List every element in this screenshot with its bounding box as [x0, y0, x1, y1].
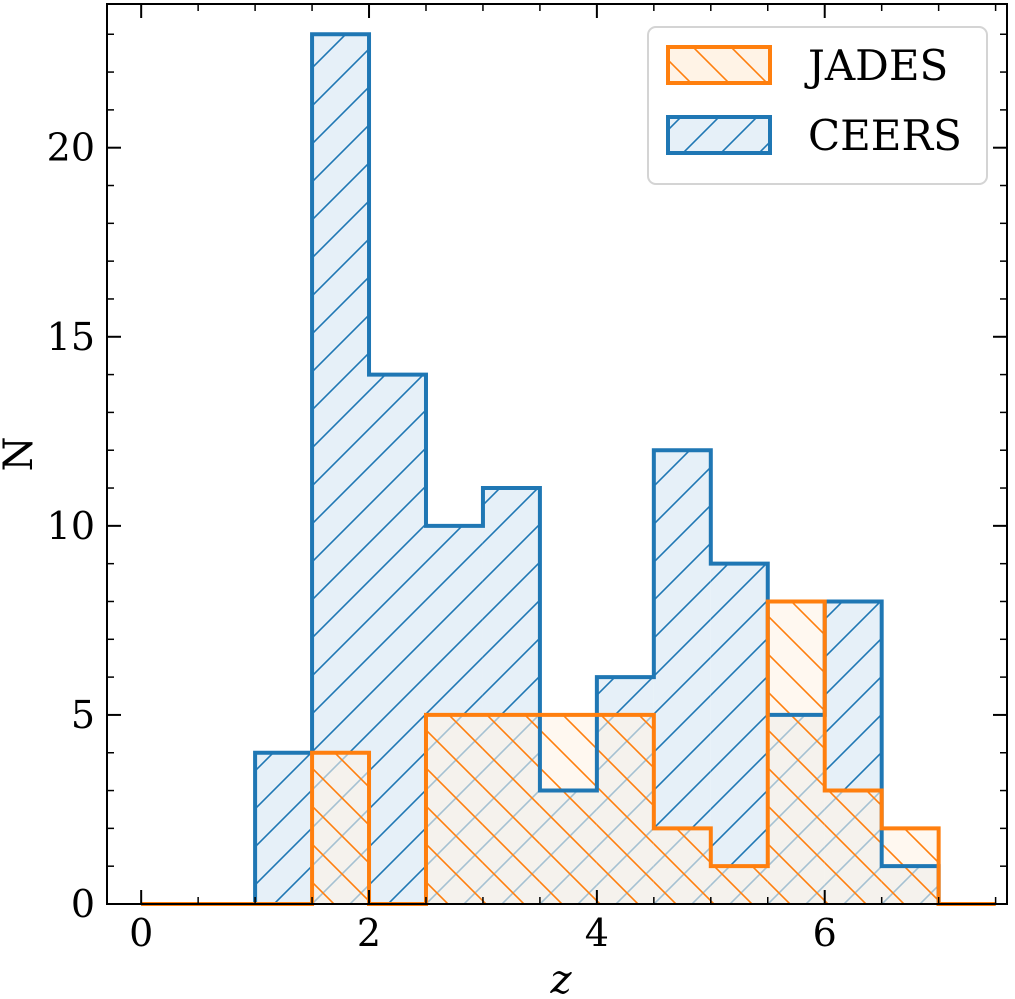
bar-jades: [596, 714, 654, 904]
bar-jades: [767, 601, 825, 904]
y-tick-label: 15: [47, 315, 95, 359]
legend-item-jades: JADES: [666, 41, 948, 90]
x-tick-label: 6: [813, 911, 837, 955]
bar-jades: [653, 828, 711, 904]
bar-jades: [312, 752, 370, 904]
y-tick-label: 0: [71, 882, 95, 926]
x-tick-label: 4: [585, 911, 609, 955]
y-tick-label: 5: [71, 693, 95, 737]
legend-item-ceers: CEERS: [666, 111, 962, 160]
bar-jades: [425, 714, 483, 904]
series-jades: [312, 601, 939, 904]
x-tick-label: 0: [129, 911, 153, 955]
bar-jades: [482, 714, 540, 904]
bar-ceers: [369, 374, 426, 904]
x-axis-label: z: [549, 957, 572, 999]
y-axis-label: N: [0, 437, 42, 472]
legend-label-ceers: CEERS: [808, 111, 962, 160]
axes-frame: [106, 3, 1008, 905]
x-tick-label: 2: [357, 911, 381, 955]
plot-area: [141, 32, 996, 906]
legend-label-jades: JADES: [804, 41, 948, 90]
bar-ceers: [255, 752, 313, 904]
legend-swatch-jades: [666, 45, 772, 85]
series-outline-jades: [141, 599, 996, 906]
legend-swatch-ceers: [666, 115, 772, 155]
bar-jades: [539, 714, 597, 904]
bar-jades: [710, 866, 768, 904]
bar-jades: [824, 790, 882, 904]
y-tick-label: 10: [47, 504, 95, 548]
axes: 0 2 4 6 0 5 10 15 20 z N: [0, 3, 1008, 999]
bar-ceers: [710, 563, 768, 904]
y-tick-label: 20: [47, 126, 95, 170]
series-outline-ceers: [141, 32, 996, 906]
legend: JADES CEERS: [647, 26, 988, 185]
